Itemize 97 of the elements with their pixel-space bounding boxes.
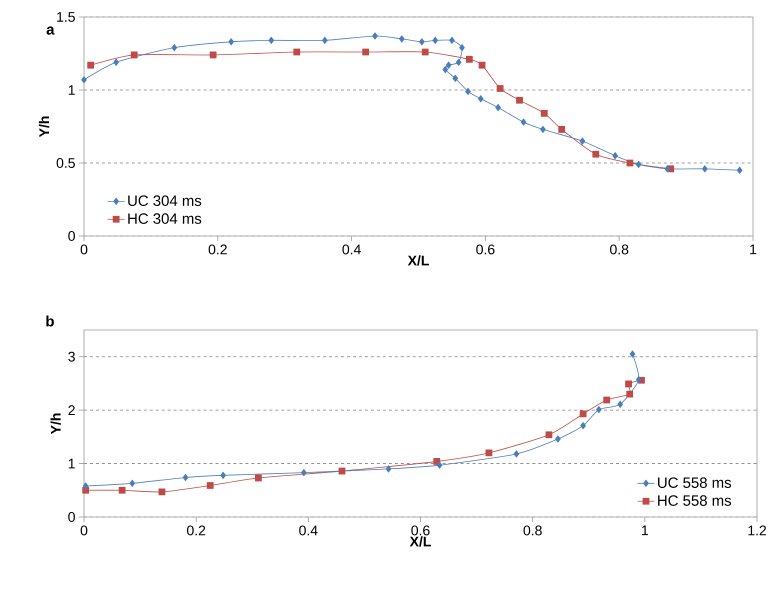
y-tick-label: 0 xyxy=(68,231,75,241)
point xyxy=(158,488,166,496)
x-tick-label: 0 xyxy=(80,526,88,536)
point xyxy=(449,36,455,44)
point xyxy=(113,58,119,66)
point xyxy=(446,62,452,69)
point xyxy=(580,137,586,145)
point xyxy=(612,152,618,160)
point xyxy=(555,435,561,443)
point xyxy=(580,410,587,418)
x-tick-label: 0.4 xyxy=(299,526,318,536)
x-tick-label: 0.6 xyxy=(411,526,430,536)
point xyxy=(419,38,425,46)
point xyxy=(129,480,136,487)
legend-label: UC 558 ms xyxy=(658,477,732,488)
point xyxy=(398,35,405,42)
point xyxy=(436,462,442,469)
y-tick-label: 1.5 xyxy=(57,12,75,22)
point xyxy=(626,160,634,166)
point xyxy=(478,95,484,102)
point xyxy=(82,482,88,490)
point xyxy=(130,52,138,58)
point xyxy=(268,36,274,44)
point xyxy=(459,44,465,52)
point xyxy=(432,36,438,44)
point xyxy=(540,110,548,117)
point xyxy=(486,449,492,456)
y-tick-label: 1 xyxy=(68,458,75,468)
x-axis-title: X/L xyxy=(408,255,429,266)
y-axis-title: Y/h xyxy=(50,414,61,434)
point xyxy=(386,465,392,473)
point xyxy=(636,160,642,168)
point xyxy=(293,48,300,56)
point xyxy=(540,126,546,134)
point xyxy=(465,88,471,96)
point xyxy=(516,96,523,104)
point xyxy=(456,58,462,66)
x-axis-title: X/L xyxy=(410,536,431,547)
point xyxy=(228,38,234,46)
point xyxy=(172,44,178,52)
y-axis-title: Y/h xyxy=(38,116,50,138)
y-tick-label: 3 xyxy=(68,352,75,362)
y-tick-label: 0.5 xyxy=(56,158,75,168)
point xyxy=(625,380,632,388)
point xyxy=(118,486,126,494)
point xyxy=(81,76,87,84)
point xyxy=(664,165,670,172)
point xyxy=(736,166,742,174)
x-tick-label: 1 xyxy=(642,526,648,536)
text: a xyxy=(46,26,55,35)
point xyxy=(596,406,602,414)
point xyxy=(210,52,217,58)
x-tick-label: 0.2 xyxy=(208,244,227,254)
point xyxy=(546,431,552,438)
point xyxy=(182,474,188,482)
point xyxy=(372,32,378,40)
y-tick-label: 0 xyxy=(68,512,75,522)
x-tick-label: 0.2 xyxy=(187,526,206,536)
point xyxy=(478,62,486,69)
point xyxy=(592,150,600,158)
x-tick-label: 0.6 xyxy=(476,244,494,254)
point xyxy=(452,74,458,82)
point xyxy=(626,390,634,398)
x-tick-label: 0.8 xyxy=(524,526,542,536)
point xyxy=(603,396,610,404)
text: b xyxy=(46,316,54,326)
point xyxy=(338,468,346,474)
point xyxy=(558,126,566,133)
x-tick-label: 1.2 xyxy=(748,526,766,536)
point xyxy=(617,400,623,408)
point xyxy=(520,118,526,126)
point xyxy=(362,48,370,56)
x-tick-label: 0.4 xyxy=(342,244,361,254)
point xyxy=(636,376,642,384)
legend-label: HC 558 ms xyxy=(658,495,732,506)
y-tick-label: 2 xyxy=(68,405,75,416)
point xyxy=(580,422,586,430)
point xyxy=(630,350,636,358)
legend-label: HC 304 ms xyxy=(128,213,202,224)
point xyxy=(496,85,504,92)
point xyxy=(495,104,501,112)
point xyxy=(322,36,328,44)
point xyxy=(514,450,520,458)
x-tick-label: 1 xyxy=(750,244,756,254)
x-tick-label: 0 xyxy=(80,244,88,254)
point xyxy=(220,472,226,479)
point xyxy=(301,469,307,476)
x-tick-label: 0.8 xyxy=(610,244,628,254)
point xyxy=(442,66,448,74)
point xyxy=(702,165,708,172)
y-tick-label: 1 xyxy=(68,85,75,95)
legend-label: UC 304 ms xyxy=(128,195,202,206)
point xyxy=(422,48,429,56)
point xyxy=(206,482,214,489)
point xyxy=(255,474,262,482)
point xyxy=(466,56,473,63)
point xyxy=(87,62,94,69)
